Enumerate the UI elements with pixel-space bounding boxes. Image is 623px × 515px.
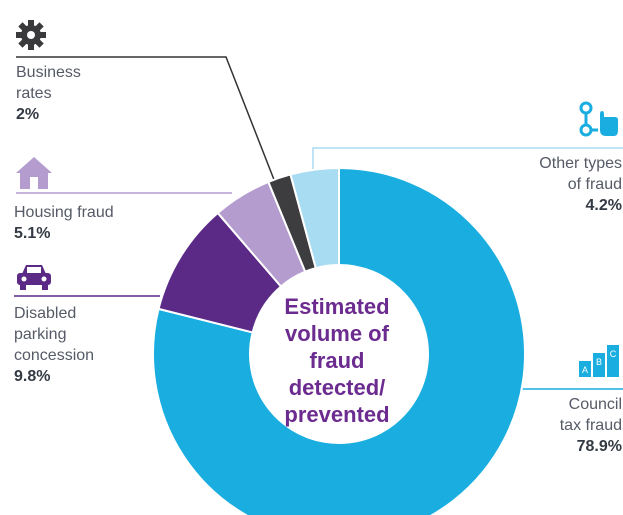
label-housing-fraud: Housing fraud 5.1% [14, 202, 114, 244]
chart-title: Estimated volume of fraud detected/ prev… [284, 294, 390, 427]
label-disabled-parking: Disabled parking concession 9.8% [14, 303, 94, 387]
svg-text:C: C [610, 349, 617, 359]
donut-slices [152, 166, 526, 515]
bar-chart-abc-icon: A B C [579, 345, 619, 377]
gear-icon [16, 20, 46, 50]
leader-business-rates [16, 56, 281, 196]
label-text: Business rates [16, 64, 81, 102]
house-icon [16, 157, 52, 189]
label-value: 9.8% [14, 368, 51, 385]
label-text: Housing fraud [14, 204, 114, 221]
label-business-rates: Business rates 2% [16, 62, 81, 125]
svg-text:A: A [582, 365, 588, 375]
label-text: Council tax fraud [559, 396, 622, 434]
car-icon [17, 265, 51, 290]
label-other-types: Other types of fraud 4.2% [539, 153, 622, 216]
label-value: 78.9% [576, 438, 622, 455]
label-value: 2% [16, 106, 40, 123]
label-text: Other types of fraud [539, 155, 622, 193]
slice-council-tax-fraud [152, 166, 526, 515]
network-hand-icon [579, 101, 618, 137]
svg-text:B: B [596, 357, 602, 367]
label-value: 4.2% [585, 197, 622, 214]
label-text: Disabled parking concession [14, 305, 95, 364]
slice-other-types-of-fraud [289, 166, 340, 270]
label-council-tax: Council tax fraud 78.9% [560, 394, 622, 457]
label-value: 5.1% [14, 225, 51, 242]
